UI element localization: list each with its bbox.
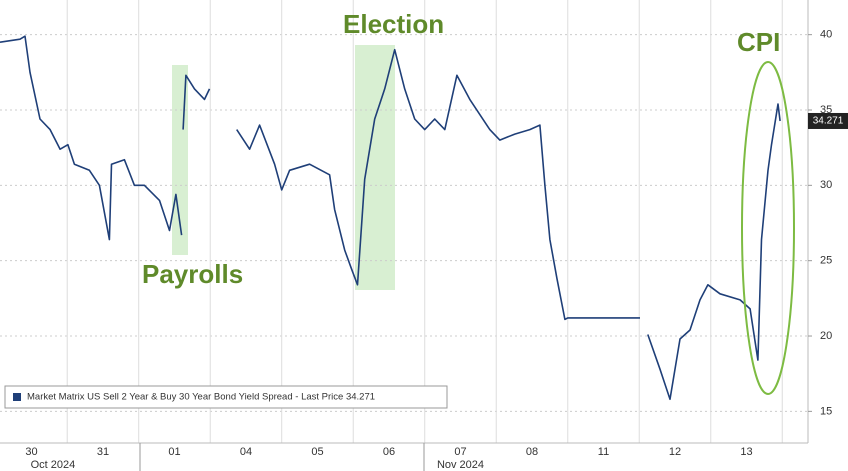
last-price-box [808,112,848,129]
legend-swatch [13,393,21,401]
y-tick-label: 40 [820,29,832,41]
month-label: Oct 2024 [31,459,76,471]
y-tick-label: 30 [820,179,832,191]
x-tick-label: 13 [740,446,752,458]
y-tick-label: 20 [820,330,832,342]
x-tick-label: 06 [383,446,395,458]
x-tick-label: 08 [526,446,538,458]
legend-box [4,385,448,409]
cpi-ellipse [741,61,795,395]
x-tick-label: 04 [240,446,252,458]
annotation: Election [343,9,444,39]
y-tick-label: 15 [820,405,832,417]
line [0,35,781,401]
annotation: Payrolls [142,259,243,289]
month-label: Nov 2024 [437,459,484,471]
x-tick-label: 05 [311,446,323,458]
x-tick-label: 11 [598,446,609,458]
y-tick-label: 25 [820,255,832,267]
x-tick-label: 01 [168,446,180,458]
x-tick-label: 31 [97,446,109,458]
annotation: CPI [737,27,780,57]
last-price-label: 34.271 [813,116,844,127]
election-highlight [355,45,395,290]
y-tick-label: 35 [820,104,832,116]
x-tick-label: 12 [669,446,681,458]
x-tick-label: 30 [25,446,37,458]
x-tick-label: 07 [454,446,466,458]
legend-text: Market Matrix US Sell 2 Year & Buy 30 Ye… [27,392,375,403]
